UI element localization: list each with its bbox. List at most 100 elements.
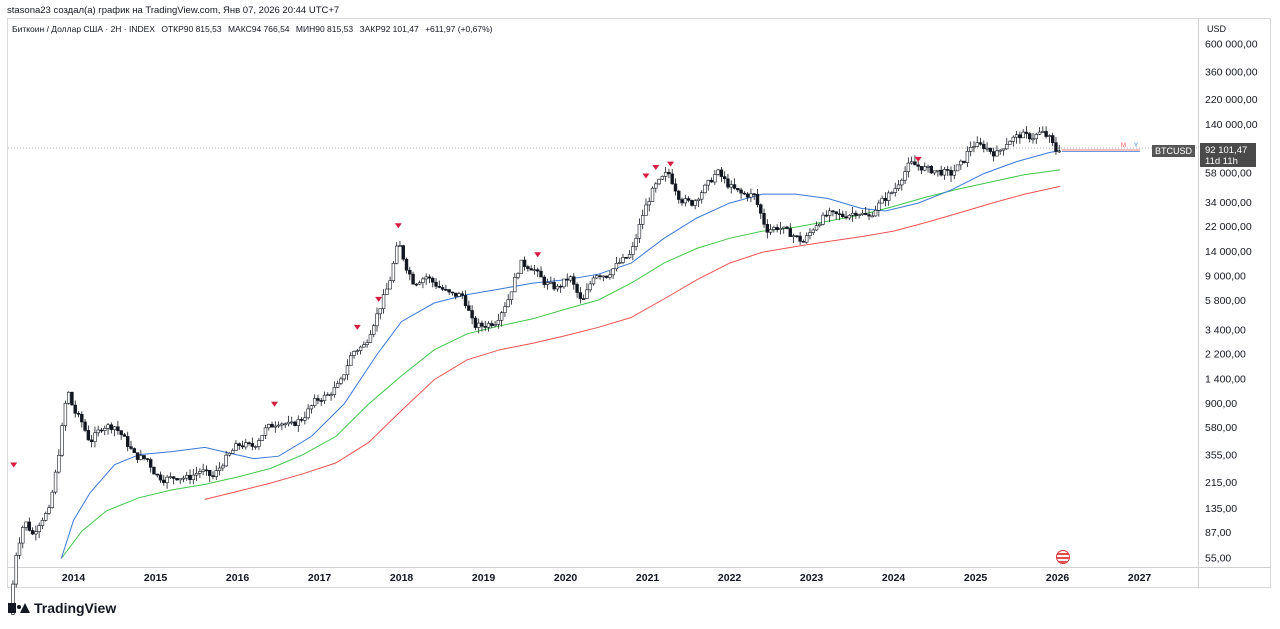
symbol-title[interactable]: Биткоин / Доллар США · 2Н · INDEX xyxy=(12,24,155,34)
candle-body xyxy=(201,469,205,472)
candle-body xyxy=(811,229,815,233)
x-tick-label: 2022 xyxy=(718,572,742,584)
price-axis-currency[interactable]: USD xyxy=(1207,24,1227,34)
candle-body xyxy=(565,278,569,281)
x-tick-label: 2014 xyxy=(62,572,86,584)
candle-body xyxy=(185,475,189,479)
candle-body xyxy=(634,237,638,247)
candle-body xyxy=(89,439,94,442)
candle-body xyxy=(76,413,81,415)
candle-body xyxy=(1044,131,1048,137)
candle-body xyxy=(647,201,651,206)
candle-body xyxy=(211,475,215,477)
x-tick-label: 2026 xyxy=(1046,572,1070,584)
ma-slow-line xyxy=(204,185,1061,500)
candle-body xyxy=(44,513,48,521)
candle-body xyxy=(293,421,297,426)
candle-body xyxy=(644,204,648,216)
candle-body xyxy=(536,269,540,272)
sell-signal-marker xyxy=(534,252,542,258)
candle-body xyxy=(14,555,18,585)
candle-body xyxy=(759,204,763,214)
ohlc-legend: Биткоин / Доллар США · 2Н · INDEX ОТКР90… xyxy=(12,24,496,34)
x-tick-label: 2015 xyxy=(144,572,168,584)
candle-body xyxy=(224,454,228,467)
candle-body xyxy=(693,200,697,206)
tradingview-logo[interactable]: TradingView xyxy=(8,600,116,616)
candle-body xyxy=(496,319,501,325)
candle-body xyxy=(903,171,907,181)
header-author-line: stasona23 создал(а) график на TradingVie… xyxy=(7,5,340,16)
candle-body xyxy=(575,284,579,293)
candle-body xyxy=(509,291,514,301)
candle-body xyxy=(257,440,261,447)
y-tick-label: 58 000,00 xyxy=(1205,168,1252,180)
candle-body xyxy=(490,323,494,326)
candle-body xyxy=(86,430,91,441)
candle-body xyxy=(506,299,510,308)
candle-body xyxy=(276,424,281,427)
y-tick-label: 215,00 xyxy=(1205,477,1237,489)
candle-body xyxy=(555,285,560,290)
candle-body xyxy=(706,179,710,186)
candle-body xyxy=(253,446,258,448)
y-tick-label: 5 800,00 xyxy=(1205,295,1246,307)
candle-body xyxy=(503,306,507,313)
candle-body xyxy=(1018,134,1022,139)
y-tick-label: 1 400,00 xyxy=(1205,374,1246,386)
monthly-marker-label: M xyxy=(1121,143,1126,149)
y-tick-label: 2 200,00 xyxy=(1205,349,1246,361)
flag-icon[interactable] xyxy=(1056,550,1070,564)
candle-body xyxy=(37,525,41,532)
candle-body xyxy=(126,436,130,447)
candle-body xyxy=(654,183,658,189)
candle-body xyxy=(408,269,412,275)
candle-body xyxy=(998,149,1002,152)
candle-body xyxy=(214,470,218,477)
candle-body xyxy=(608,274,612,278)
candle-body xyxy=(417,282,422,285)
candle-body xyxy=(663,171,668,177)
candle-body xyxy=(726,178,730,188)
candle-body xyxy=(562,278,566,288)
candle-body xyxy=(552,282,556,290)
candle-body xyxy=(673,183,678,192)
candle-body xyxy=(191,474,196,480)
candle-body xyxy=(677,190,681,200)
candle-body xyxy=(365,342,369,345)
candle-body xyxy=(801,241,806,243)
candle-body xyxy=(522,259,527,267)
candle-body xyxy=(198,471,202,474)
symbol-tag: BTCUSD xyxy=(1152,145,1196,157)
candle-body xyxy=(968,147,973,152)
candle-body xyxy=(772,227,776,230)
candle-body xyxy=(73,404,77,414)
candle-body xyxy=(542,276,546,285)
candle-body xyxy=(286,421,291,425)
candle-body xyxy=(909,161,914,164)
candle-body xyxy=(1037,131,1042,135)
price-axis-separator xyxy=(1198,18,1199,588)
candle-body xyxy=(66,391,71,404)
candle-body xyxy=(821,214,825,225)
candle-body xyxy=(312,398,317,406)
candle-body xyxy=(437,286,442,288)
brand-name: TradingView xyxy=(34,600,117,616)
y-tick-label: 34 000,00 xyxy=(1205,197,1252,209)
candle-body xyxy=(129,446,133,449)
candle-body xyxy=(240,445,245,448)
candle-body xyxy=(152,467,156,475)
candle-body xyxy=(923,166,927,171)
candle-body xyxy=(358,346,363,351)
legend-open: ОТКР90 815,53 xyxy=(161,24,222,34)
candle-body xyxy=(627,254,632,259)
candle-body xyxy=(683,198,688,204)
candle-body xyxy=(877,202,881,211)
candle-body xyxy=(716,169,720,175)
candle-body xyxy=(11,583,15,615)
candle-body xyxy=(247,442,251,445)
candle-body xyxy=(890,192,894,194)
candle-body xyxy=(949,170,953,176)
candle-body xyxy=(880,198,884,204)
